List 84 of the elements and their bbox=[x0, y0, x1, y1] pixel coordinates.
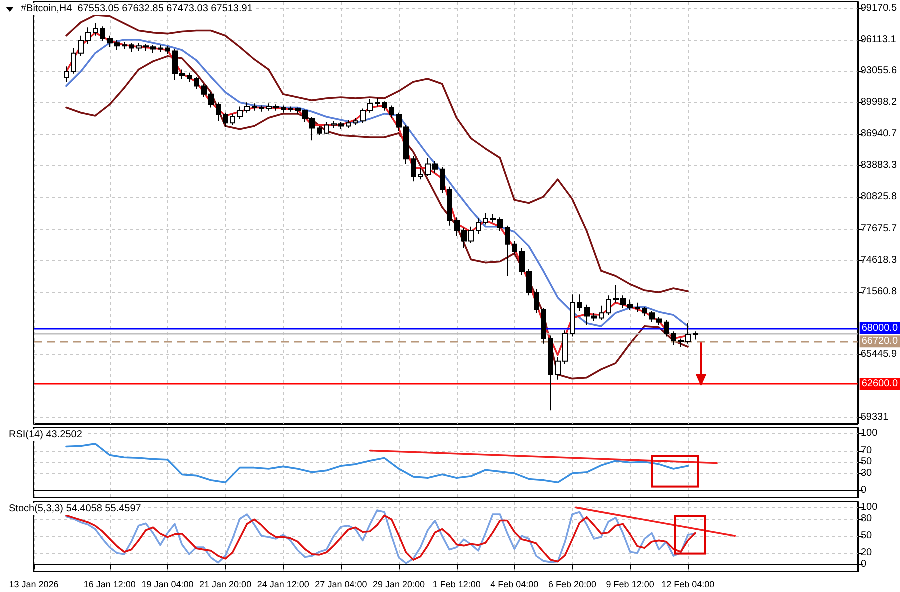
candlestick bbox=[483, 213, 488, 226]
candlestick bbox=[252, 103, 257, 112]
candlestick bbox=[447, 186, 452, 226]
candlestick bbox=[505, 225, 510, 277]
candlestick bbox=[194, 76, 199, 90]
candlestick bbox=[223, 112, 228, 128]
candlestick bbox=[71, 48, 76, 74]
ref-line-label: 66720.0 bbox=[862, 336, 898, 348]
candlestick bbox=[129, 42, 134, 53]
candlestick bbox=[693, 331, 698, 340]
candlestick bbox=[281, 105, 286, 114]
y-tick-label: 100 bbox=[861, 428, 878, 440]
y-tick-label: 96113.1 bbox=[860, 34, 897, 46]
candlestick bbox=[664, 320, 669, 338]
y-tick-label: 93055.6 bbox=[860, 66, 898, 77]
x-tick-label: 21 Jan 20:00 bbox=[200, 580, 252, 590]
candlestick bbox=[411, 156, 416, 182]
y-tick-label: 74618.3 bbox=[860, 255, 898, 266]
candlestick bbox=[346, 120, 351, 129]
candlestick bbox=[541, 307, 546, 344]
candlestick bbox=[259, 105, 264, 112]
y-tick-label: 80825.8 bbox=[860, 191, 898, 202]
candlestick bbox=[606, 295, 611, 316]
candlestick bbox=[512, 240, 517, 256]
candlestick bbox=[353, 118, 358, 126]
candlestick bbox=[317, 126, 322, 136]
y-tick-label: 30 bbox=[861, 468, 873, 480]
candlestick bbox=[216, 102, 221, 122]
candlestick bbox=[288, 106, 293, 112]
candlestick bbox=[671, 331, 676, 346]
x-tick-label: 19 Jan 04:00 bbox=[142, 580, 194, 590]
candlestick bbox=[389, 105, 394, 119]
chart-title: #Bitcoin,H4 67553.05 67632.85 67473.03 67513.91 bbox=[21, 4, 254, 14]
y-tick-label: 50 bbox=[861, 456, 873, 468]
y-tick-label: 71560.8 bbox=[860, 286, 898, 298]
x-tick-label: 13 Jan 2026 bbox=[9, 580, 59, 590]
candlestick bbox=[548, 335, 553, 412]
candlestick bbox=[635, 302, 640, 313]
x-tick-label: 6 Feb 20:00 bbox=[548, 580, 597, 590]
candlestick bbox=[187, 72, 192, 83]
line-series bbox=[66, 443, 690, 484]
candlestick bbox=[577, 294, 582, 312]
line-series bbox=[66, 14, 689, 294]
y-tick-label: 99170.5 bbox=[860, 2, 898, 14]
candlestick bbox=[642, 306, 647, 317]
y-tick-label: 86940.7 bbox=[860, 128, 898, 140]
x-tick-label: 4 Feb 04:00 bbox=[490, 580, 539, 590]
x-tick-label: 1 Feb 12:00 bbox=[432, 580, 481, 590]
candlestick bbox=[158, 44, 163, 53]
candlestick bbox=[570, 294, 575, 338]
x-tick-label: 16 Jan 12:00 bbox=[84, 580, 136, 590]
y-tick-label: 65445.9 bbox=[860, 349, 898, 360]
candlestick bbox=[64, 66, 69, 83]
candlestick bbox=[418, 168, 423, 180]
x-tick-label: 12 Feb 04:00 bbox=[662, 580, 715, 590]
ref-line-label: 68000.0 bbox=[862, 323, 898, 334]
y-tick-label: 59331 bbox=[860, 412, 890, 424]
candlestick bbox=[165, 46, 170, 55]
candlestick bbox=[476, 218, 481, 235]
ref-line-label: 62600.0 bbox=[862, 378, 898, 390]
candlestick bbox=[440, 166, 445, 194]
y-tick-label: 70 bbox=[861, 445, 873, 456]
y-tick-label: 83883.3 bbox=[860, 160, 898, 171]
candlestick bbox=[324, 122, 329, 135]
chart-title: Stoch(5,3,3) 54.4058 55.4597 bbox=[9, 504, 142, 514]
candlestick bbox=[122, 42, 127, 50]
candlestick bbox=[534, 288, 539, 314]
y-tick-label: 80 bbox=[861, 514, 873, 525]
y-tick-label: 20 bbox=[861, 548, 873, 559]
candlestick bbox=[230, 113, 235, 126]
candlestick bbox=[93, 23, 98, 36]
candlestick bbox=[382, 101, 387, 112]
x-tick-label: 9 Feb 12:00 bbox=[606, 580, 654, 590]
x-tick-label: 24 Jan 12:00 bbox=[257, 580, 310, 590]
candlestick bbox=[100, 26, 105, 42]
y-tick-label: 100 bbox=[861, 502, 878, 514]
y-tick-label: 77675.7 bbox=[860, 224, 898, 235]
x-tick-label: 29 Jan 20:00 bbox=[372, 580, 426, 590]
x-tick-label: 27 Jan 04:00 bbox=[315, 580, 368, 590]
y-tick-label: 89998.2 bbox=[860, 97, 898, 108]
candlestick bbox=[599, 305, 604, 321]
candlestick bbox=[375, 98, 380, 108]
chart-title: RSI(14) 43.2502 bbox=[9, 430, 83, 440]
y-tick-label: 50 bbox=[861, 530, 873, 542]
